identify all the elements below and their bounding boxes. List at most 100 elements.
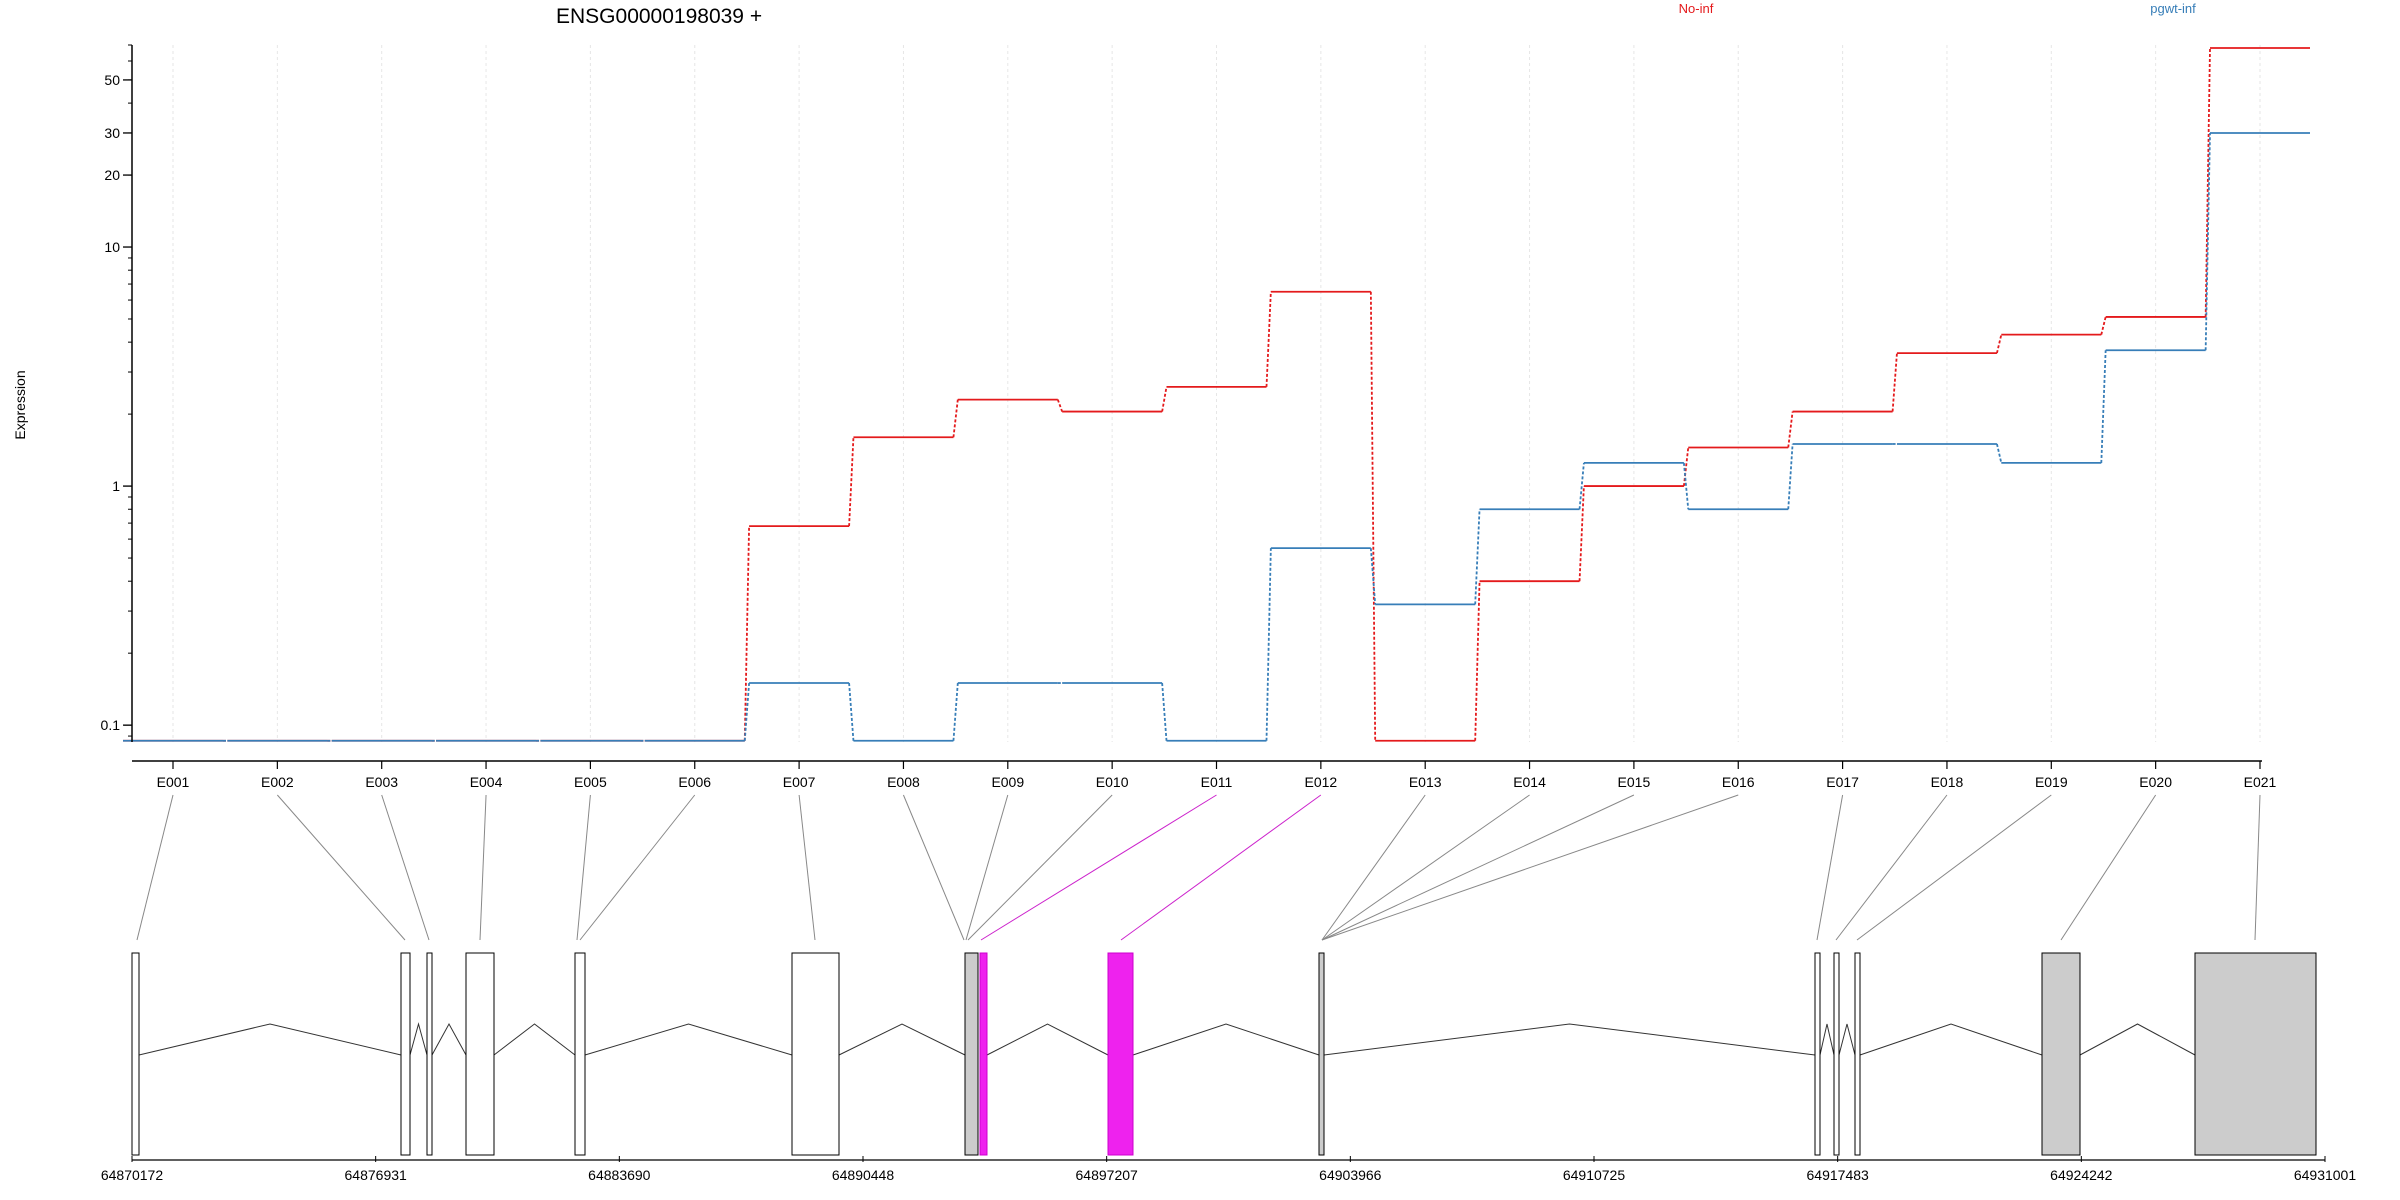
exon-connector: [136, 794, 174, 941]
y-tick-label: 20: [104, 167, 120, 183]
intron: [838, 1023, 966, 1056]
exon-box: [574, 952, 586, 1156]
x-tick-label: E014: [1513, 774, 1546, 790]
exon-box: [1814, 952, 1821, 1156]
exon-connector: [479, 794, 487, 941]
genomic-tick-label: 64924242: [2050, 1167, 2113, 1183]
series-connector: [2100, 350, 2107, 463]
exon-box: [1107, 952, 1134, 1156]
series-connector: [2100, 316, 2107, 335]
exon-connector: [1321, 794, 1635, 941]
x-tick-label: E021: [2244, 774, 2277, 790]
series-connector: [743, 526, 750, 741]
series-connector: [1161, 386, 1168, 412]
exon-boxes: [131, 952, 2317, 1156]
exon-box: [791, 952, 840, 1156]
x-tick-label: E003: [365, 774, 398, 790]
series-connector: [1056, 399, 1063, 412]
genomic-tick-label: 64917483: [1807, 1167, 1870, 1183]
series-connector: [1369, 548, 1377, 605]
x-tick-label: E011: [1201, 774, 1233, 790]
gene-model: 64870172 64876931 64883690 64890448 64897207…: [101, 952, 2357, 1183]
series-connector: [1787, 411, 1794, 448]
genomic-tick-label: 64890448: [832, 1167, 895, 1183]
x-tick-label: E012: [1304, 774, 1337, 790]
series-connector: [1474, 581, 1481, 741]
x-tick-label: E017: [1826, 774, 1859, 790]
intron: [2079, 1023, 2196, 1056]
x-tick-label: E002: [261, 774, 294, 790]
exon-connector: [276, 794, 406, 941]
intron: [584, 1023, 793, 1056]
legend-entry-pgwt-inf: pgwt-inf: [2150, 1, 2196, 16]
exon-connectors: [136, 794, 2261, 941]
genomic-tick-label: 64910725: [1563, 1167, 1626, 1183]
x-tick-label: E020: [2139, 774, 2172, 790]
intron: [409, 1022, 428, 1056]
genomic-tick-label: 64897207: [1076, 1167, 1139, 1183]
exon-connector: [980, 794, 1217, 941]
series-connector: [1369, 291, 1377, 741]
y-tick-label: 1: [112, 478, 120, 494]
intron: [986, 1023, 1109, 1056]
intron: [1323, 1023, 1816, 1056]
x-tick-label: E009: [991, 774, 1024, 790]
series-connector: [743, 682, 750, 741]
exon-connector: [1321, 794, 1739, 941]
series-connector: [848, 682, 855, 741]
series-connector: [1891, 353, 1898, 412]
x-tick-label: E010: [1096, 774, 1129, 790]
series-connector: [848, 437, 855, 527]
genomic-tick-label: 64876931: [345, 1167, 408, 1183]
exon-box: [2041, 952, 2081, 1156]
y-ticks: 0.1 1 10 20 30 50: [101, 44, 132, 737]
series-line: [123, 132, 2310, 742]
y-tick-label: 30: [104, 125, 120, 141]
exon-connector: [1816, 794, 1844, 941]
exon-box: [426, 952, 433, 1156]
series-connector: [1265, 548, 1272, 741]
exon-connector: [2060, 794, 2157, 941]
exon-connector: [965, 794, 1009, 941]
x-tick-label: E019: [2035, 774, 2068, 790]
exon-box: [979, 952, 988, 1156]
legend-entry-no-inf: No-inf: [1679, 1, 1714, 16]
exon-box: [1318, 952, 1325, 1156]
exon-box: [131, 952, 140, 1156]
series-connector: [1578, 462, 1585, 510]
exon-connector: [798, 794, 816, 941]
exon-connector: [1835, 794, 1948, 941]
gridlines: [172, 45, 2261, 742]
exon-connector: [579, 794, 696, 941]
intron: [493, 1023, 576, 1056]
exon-connector: [1321, 794, 1426, 941]
plot-area: [123, 45, 2310, 742]
x-tick-label: E018: [1931, 774, 1964, 790]
x-tick-label: E006: [678, 774, 711, 790]
intron: [1819, 1023, 1835, 1056]
series-connector: [1161, 682, 1168, 741]
exon-connector: [2254, 794, 2261, 941]
x-tick-label: E005: [574, 774, 607, 790]
series-connector: [1787, 443, 1794, 510]
exon-box: [400, 952, 411, 1156]
intron: [1132, 1023, 1320, 1056]
series-lines: [123, 47, 2310, 742]
genomic-ticks: 64870172 64876931 64883690 64890448 64897207…: [101, 1156, 2357, 1183]
genomic-tick-label: 64870172: [101, 1167, 164, 1183]
exon-box: [1833, 952, 1840, 1156]
x-tick-label: E004: [470, 774, 503, 790]
x-tick-label: E015: [1618, 774, 1651, 790]
series-connector: [1578, 486, 1585, 582]
introns: [138, 1022, 2196, 1056]
series-connector: [952, 399, 959, 438]
series-connector: [1474, 509, 1481, 605]
x-tick-label: E016: [1722, 774, 1755, 790]
x-tick-label: E007: [783, 774, 816, 790]
genomic-tick-label: 64931001: [2294, 1167, 2357, 1183]
y-tick-label: 50: [104, 72, 120, 88]
genomic-tick-label: 64903966: [1319, 1167, 1382, 1183]
exon-connector: [902, 794, 965, 941]
